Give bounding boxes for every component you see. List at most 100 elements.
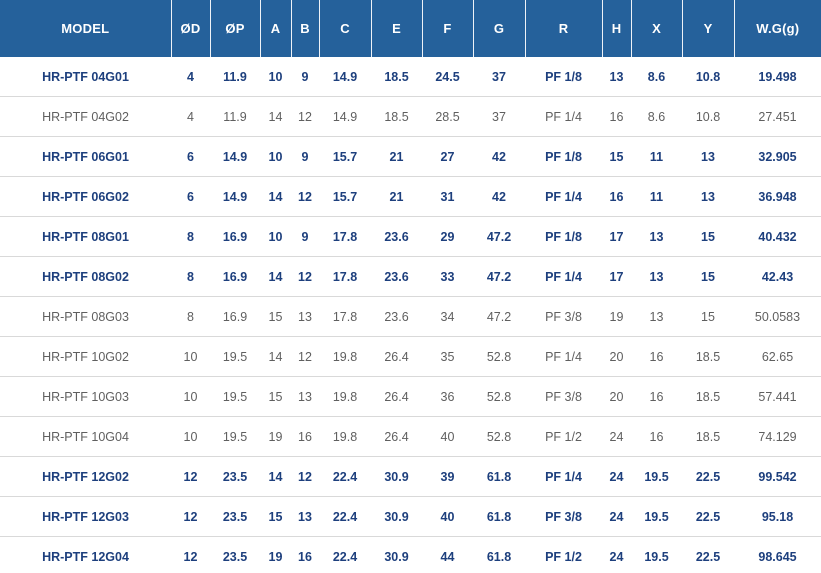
cell-r: PF 1/4 <box>525 336 602 377</box>
cell-model: HR-PTF 06G02 <box>0 176 171 217</box>
column-header-model: MODEL <box>0 0 171 57</box>
cell-h: 24 <box>602 456 631 497</box>
cell-b: 9 <box>291 136 319 177</box>
cell-x: 19.5 <box>631 456 682 497</box>
cell-x: 8.6 <box>631 96 682 137</box>
cell-f: 27 <box>422 136 473 177</box>
cell-h: 24 <box>602 416 631 457</box>
table-row: HR-PTF 04G02 4 11.9 14 12 14.9 18.5 28.5 37 PF 1/… <box>0 96 821 137</box>
cell-c: 19.8 <box>319 416 371 457</box>
cell-y: 18.5 <box>682 336 734 377</box>
cell-b: 12 <box>291 456 319 497</box>
cell-od: 8 <box>171 256 210 297</box>
cell-a: 15 <box>260 496 291 537</box>
cell-g: 52.8 <box>473 416 525 457</box>
cell-h: 24 <box>602 496 631 537</box>
cell-model: HR-PTF 10G03 <box>0 376 171 417</box>
cell-b: 16 <box>291 416 319 457</box>
cell-y: 22.5 <box>682 496 734 537</box>
cell-c: 22.4 <box>319 496 371 537</box>
cell-a: 10 <box>260 136 291 177</box>
cell-a: 15 <box>260 296 291 337</box>
column-header-r: R <box>524 0 602 57</box>
cell-f: 28.5 <box>422 96 473 137</box>
cell-model: HR-PTF 08G03 <box>0 296 171 337</box>
table-row: HR-PTF 12G04 12 23.5 19 16 22.4 30.9 44 61.8 PF 1… <box>0 536 821 573</box>
cell-a: 10 <box>260 216 291 257</box>
column-header-od: ØD <box>170 0 210 57</box>
cell-f: 31 <box>422 176 473 217</box>
cell-op: 23.5 <box>210 496 260 537</box>
cell-y: 15 <box>682 256 734 297</box>
cell-g: 61.8 <box>473 496 525 537</box>
cell-wg: 27.451 <box>734 96 821 137</box>
cell-h: 13 <box>609 69 624 84</box>
column-header-e: E <box>370 0 422 57</box>
cell-wg: 62.65 <box>734 336 821 377</box>
cell-c: 15.7 <box>319 176 371 217</box>
cell-e: 18.5 <box>384 69 409 84</box>
cell-a: 14 <box>260 96 291 137</box>
cell-r: PF 1/4 <box>525 176 602 217</box>
cell-c: 17.8 <box>319 296 371 337</box>
cell-x: 13 <box>631 296 682 337</box>
cell-f: 44 <box>422 536 473 573</box>
cell-r: PF 1/2 <box>525 416 602 457</box>
cell-od: 12 <box>171 536 210 573</box>
column-header-a: A <box>259 0 291 57</box>
cell-r: PF 1/2 <box>525 536 602 573</box>
cell-r: PF 1/8 <box>545 69 582 84</box>
cell-h: 15 <box>602 136 631 177</box>
cell-model: HR-PTF 08G01 <box>0 216 171 257</box>
cell-r: PF 1/4 <box>525 96 602 137</box>
table-row: HR-PTF 06G01 6 14.9 10 9 15.7 21 27 42 PF 1/8 15 11… <box>0 136 821 177</box>
cell-od: 8 <box>171 296 210 337</box>
cell-y: 10.8 <box>695 69 721 84</box>
cell-e: 26.4 <box>371 376 422 417</box>
table-row: HR-PTF 10G03 10 19.5 15 13 19.8 26.4 36 52.8 PF 3… <box>0 376 821 417</box>
cell-f: 33 <box>422 256 473 297</box>
cell-model: HR-PTF 10G02 <box>0 336 171 377</box>
cell-b: 9 <box>291 216 319 257</box>
cell-a: 14 <box>260 256 291 297</box>
cell-y: 10.8 <box>682 96 734 137</box>
cell-wg: 19.498 <box>758 69 797 84</box>
cell-x: 8.6 <box>647 69 666 84</box>
cell-wg: 99.542 <box>734 456 821 497</box>
cell-h: 19 <box>602 296 631 337</box>
table-header: MODEL ØD ØP A B C E F G R H X Y W.G(g) <box>0 0 821 57</box>
cell-od: 6 <box>171 136 210 177</box>
cell-b: 13 <box>291 376 319 417</box>
table-row: HR-PTF 08G01 8 16.9 10 9 17.8 23.6 29 47.2 PF 1/8… <box>0 216 821 257</box>
cell-a: 14 <box>260 456 291 497</box>
cell-wg: 98.645 <box>734 536 821 573</box>
cell-y: 15 <box>682 216 734 257</box>
cell-f: 24.5 <box>435 69 460 84</box>
cell-h: 20 <box>602 336 631 377</box>
cell-wg: 50.0583 <box>734 296 821 337</box>
cell-model: HR-PTF 12G04 <box>0 536 171 573</box>
cell-c: 19.8 <box>319 336 371 377</box>
cell-y: 13 <box>682 176 734 217</box>
cell-a: 14 <box>260 176 291 217</box>
cell-y: 15 <box>682 296 734 337</box>
cell-e: 21 <box>371 136 422 177</box>
column-header-op: ØP <box>209 0 260 57</box>
cell-od: 10 <box>171 336 210 377</box>
cell-b: 12 <box>291 96 319 137</box>
cell-g: 61.8 <box>473 456 525 497</box>
cell-f: 36 <box>422 376 473 417</box>
cell-op: 23.5 <box>210 456 260 497</box>
cell-op: 16.9 <box>210 256 260 297</box>
cell-op: 19.5 <box>210 416 260 457</box>
cell-od: 8 <box>171 216 210 257</box>
column-header-b: B <box>290 0 319 57</box>
table-row: HR-PTF 04G01 4 11.9 10 9 14.9 18.5 24.5 37 PF 1/8… <box>0 57 821 97</box>
cell-y: 18.5 <box>682 376 734 417</box>
cell-h: 17 <box>602 256 631 297</box>
cell-x: 11 <box>631 136 682 177</box>
cell-a: 15 <box>260 376 291 417</box>
cell-e: 30.9 <box>371 456 422 497</box>
cell-c: 22.4 <box>319 536 371 573</box>
